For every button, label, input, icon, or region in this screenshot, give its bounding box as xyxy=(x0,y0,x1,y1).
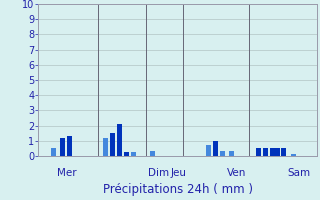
Bar xyxy=(291,154,296,156)
Bar xyxy=(263,148,268,156)
Bar xyxy=(275,148,280,156)
Text: Sam: Sam xyxy=(288,168,311,178)
Text: Mer: Mer xyxy=(57,168,77,178)
Bar xyxy=(124,152,129,156)
Bar xyxy=(213,141,218,156)
Text: Ven: Ven xyxy=(227,168,246,178)
Bar xyxy=(51,148,56,156)
Bar xyxy=(270,148,275,156)
Text: Jeu: Jeu xyxy=(171,168,187,178)
Bar xyxy=(60,138,65,156)
Bar xyxy=(110,133,115,156)
Bar xyxy=(103,138,108,156)
Bar xyxy=(220,151,225,156)
Bar xyxy=(116,124,122,156)
Text: Précipitations 24h ( mm ): Précipitations 24h ( mm ) xyxy=(103,183,252,196)
Bar xyxy=(150,151,155,156)
Bar xyxy=(206,145,211,156)
Text: Dim: Dim xyxy=(148,168,170,178)
Bar xyxy=(229,151,234,156)
Bar xyxy=(131,152,136,156)
Bar xyxy=(67,136,72,156)
Bar xyxy=(281,148,286,156)
Bar xyxy=(256,148,261,156)
